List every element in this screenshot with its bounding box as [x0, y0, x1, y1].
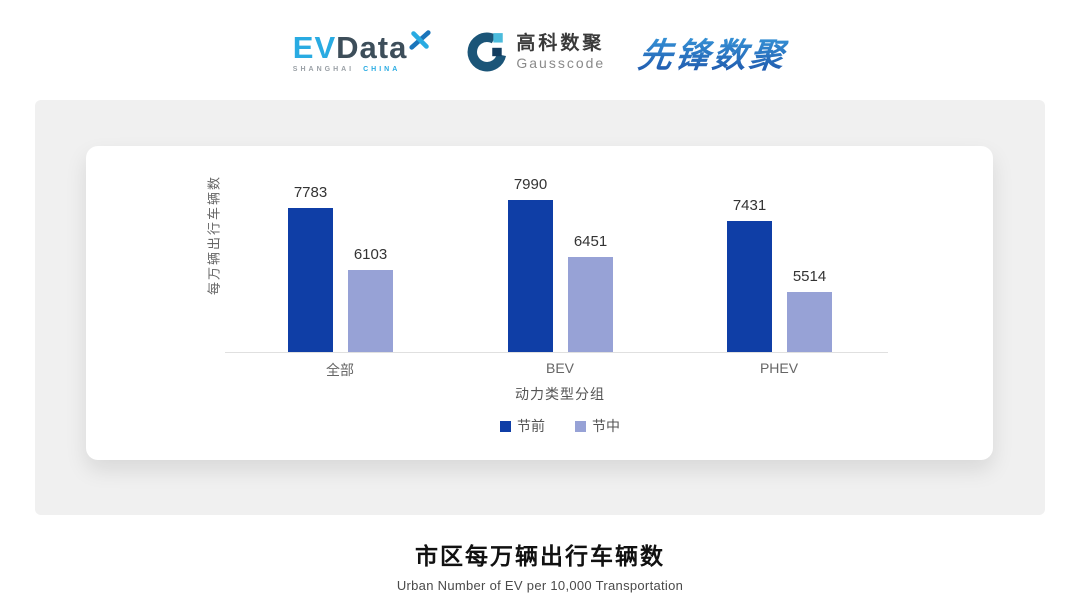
bar-value-label: 5514	[792, 268, 827, 285]
legend-item: 节前	[500, 416, 545, 436]
chart-panel-background: 每万辆出行车辆数 动力类型分组 节前 节中 7783 6103 全部 7990 6451 B…	[35, 100, 1045, 515]
x-axis-line	[225, 352, 888, 353]
y-axis-label: 每万辆出行车辆数	[206, 174, 222, 296]
page-subtitle: Urban Number of EV per 10,000 Transporta…	[396, 578, 684, 593]
bar-value-label: 7431	[732, 197, 767, 214]
chart-card: 每万辆出行车辆数 动力类型分组 节前 节中 7783 6103 全部 7990 6451 B…	[86, 146, 993, 460]
bar	[288, 208, 333, 352]
category-label: PHEV	[759, 360, 799, 376]
bar-value-label: 6103	[353, 246, 388, 263]
legend-label: 节中	[592, 418, 620, 434]
footer: 市区每万辆出行车辆数 Urban Number of EV per 10,000…	[0, 537, 1080, 593]
bar	[787, 292, 832, 352]
category-label: 全部	[326, 362, 354, 378]
xianfeng-logo: 先锋数聚	[636, 28, 791, 77]
evdata-logo: EV Data SHANGHAI CHINA	[292, 29, 433, 73]
evdata-star-icon	[409, 29, 431, 50]
evdata-data-text: Data	[336, 29, 408, 65]
x-axis-title: 动力类型分组	[515, 386, 605, 402]
page-title: 市区每万辆出行车辆数	[415, 543, 665, 569]
bar-value-label: 6451	[573, 233, 608, 250]
gausscode-cn-text: 高科数聚	[516, 33, 605, 55]
evdata-wordmark: EV Data	[292, 29, 433, 65]
gausscode-en-text: Gausscode	[516, 54, 606, 71]
evdata-shanghai-text: SHANGHAI	[292, 65, 355, 73]
evdata-china-text: CHINA	[363, 65, 401, 73]
legend-swatch	[500, 420, 511, 432]
gausscode-texts: 高科数聚 Gausscode	[516, 33, 605, 71]
gausscode-g-icon	[467, 32, 507, 72]
legend-item: 节中	[575, 416, 620, 436]
header: EV Data SHANGHAI CHINA 高科数聚 Gausscode 先锋数…	[0, 0, 1080, 100]
bar-value-label: 7783	[293, 184, 328, 201]
bar	[727, 221, 772, 352]
category-label: BEV	[545, 360, 575, 376]
gausscode-logo: 高科数聚 Gausscode	[466, 31, 605, 73]
bar-value-label: 7990	[513, 176, 548, 193]
legend-swatch	[575, 420, 586, 432]
bar	[568, 257, 613, 352]
bar	[508, 200, 553, 352]
legend: 节前 节中	[500, 416, 620, 436]
plot-area: 每万辆出行车辆数 动力类型分组 节前 节中 7783 6103 全部 7990 6451 B…	[86, 146, 993, 460]
legend-label: 节前	[517, 418, 545, 434]
evdata-ev-text: EV	[292, 29, 337, 65]
bar	[348, 270, 393, 352]
evdata-subtext: SHANGHAI CHINA	[293, 66, 433, 73]
